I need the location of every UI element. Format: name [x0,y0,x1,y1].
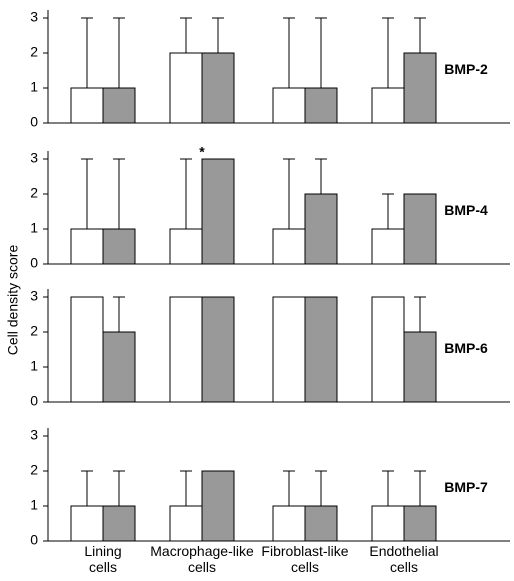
y-tick-label: 1 [30,220,38,236]
y-tick-label: 1 [30,79,38,95]
bar [371,87,405,124]
bar [70,87,104,124]
y-tick-label: 3 [30,427,38,443]
x-tick-label-line: Endothelial [369,543,438,559]
x-tick-label-line: cells [89,559,117,575]
bar [371,505,405,542]
y-axis-label: Cell density score [5,245,21,356]
y-tick-label: 2 [30,44,38,60]
bar [102,87,136,124]
y-tick-label: 2 [30,462,38,478]
y-tick-label: 3 [30,150,38,166]
bar [272,228,306,265]
x-tick-label-line: cells [188,559,216,575]
x-tick-label: Endothelial cells [369,543,438,575]
bar [70,505,104,542]
y-tick-label: 1 [30,497,38,513]
x-tick-label: Lining cells [84,543,121,575]
x-tick-label-line: cells [291,559,319,575]
bar [70,228,104,265]
bar [102,228,136,265]
bar [403,331,437,403]
y-tick-label: 2 [30,185,38,201]
bar [272,87,306,124]
bar [169,228,203,265]
y-tick-label: 1 [30,358,38,374]
panel-title: BMP-4 [444,202,488,218]
bar [304,87,338,124]
bar [304,505,338,542]
y-tick-label: 0 [30,255,38,271]
bar [371,228,405,265]
y-tick-label: 0 [30,532,38,548]
bar [304,296,338,403]
x-tick-label-line: cells [390,559,418,575]
bar [304,193,338,265]
bar [102,505,136,542]
bar [169,505,203,542]
x-tick-label: Fibroblast-like cells [261,543,348,575]
annotation: * [199,144,205,160]
y-tick-label: 0 [30,393,38,409]
bar [169,52,203,124]
x-tick-label-line: Lining [84,543,121,559]
bar [70,296,104,403]
y-tick-label: 0 [30,114,38,130]
bar [201,158,235,265]
bar [102,331,136,403]
y-tick-label: 2 [30,323,38,339]
bar [403,505,437,542]
panel-title: BMP-6 [444,340,488,356]
x-tick-label: Macrophage-like cells [150,543,254,575]
panel-title: BMP-2 [444,61,488,77]
bar [272,296,306,403]
y-tick-label: 3 [30,288,38,304]
bar [403,52,437,124]
bar [201,296,235,403]
x-tick-label-line: Macrophage-like [150,543,254,559]
bar [201,52,235,124]
bar [403,193,437,265]
panel-title: BMP-7 [444,479,488,495]
bar [169,296,203,403]
y-tick-label: 3 [30,9,38,25]
bar [371,296,405,403]
bar [201,470,235,542]
bar [272,505,306,542]
x-tick-label-line: Fibroblast-like [261,543,348,559]
